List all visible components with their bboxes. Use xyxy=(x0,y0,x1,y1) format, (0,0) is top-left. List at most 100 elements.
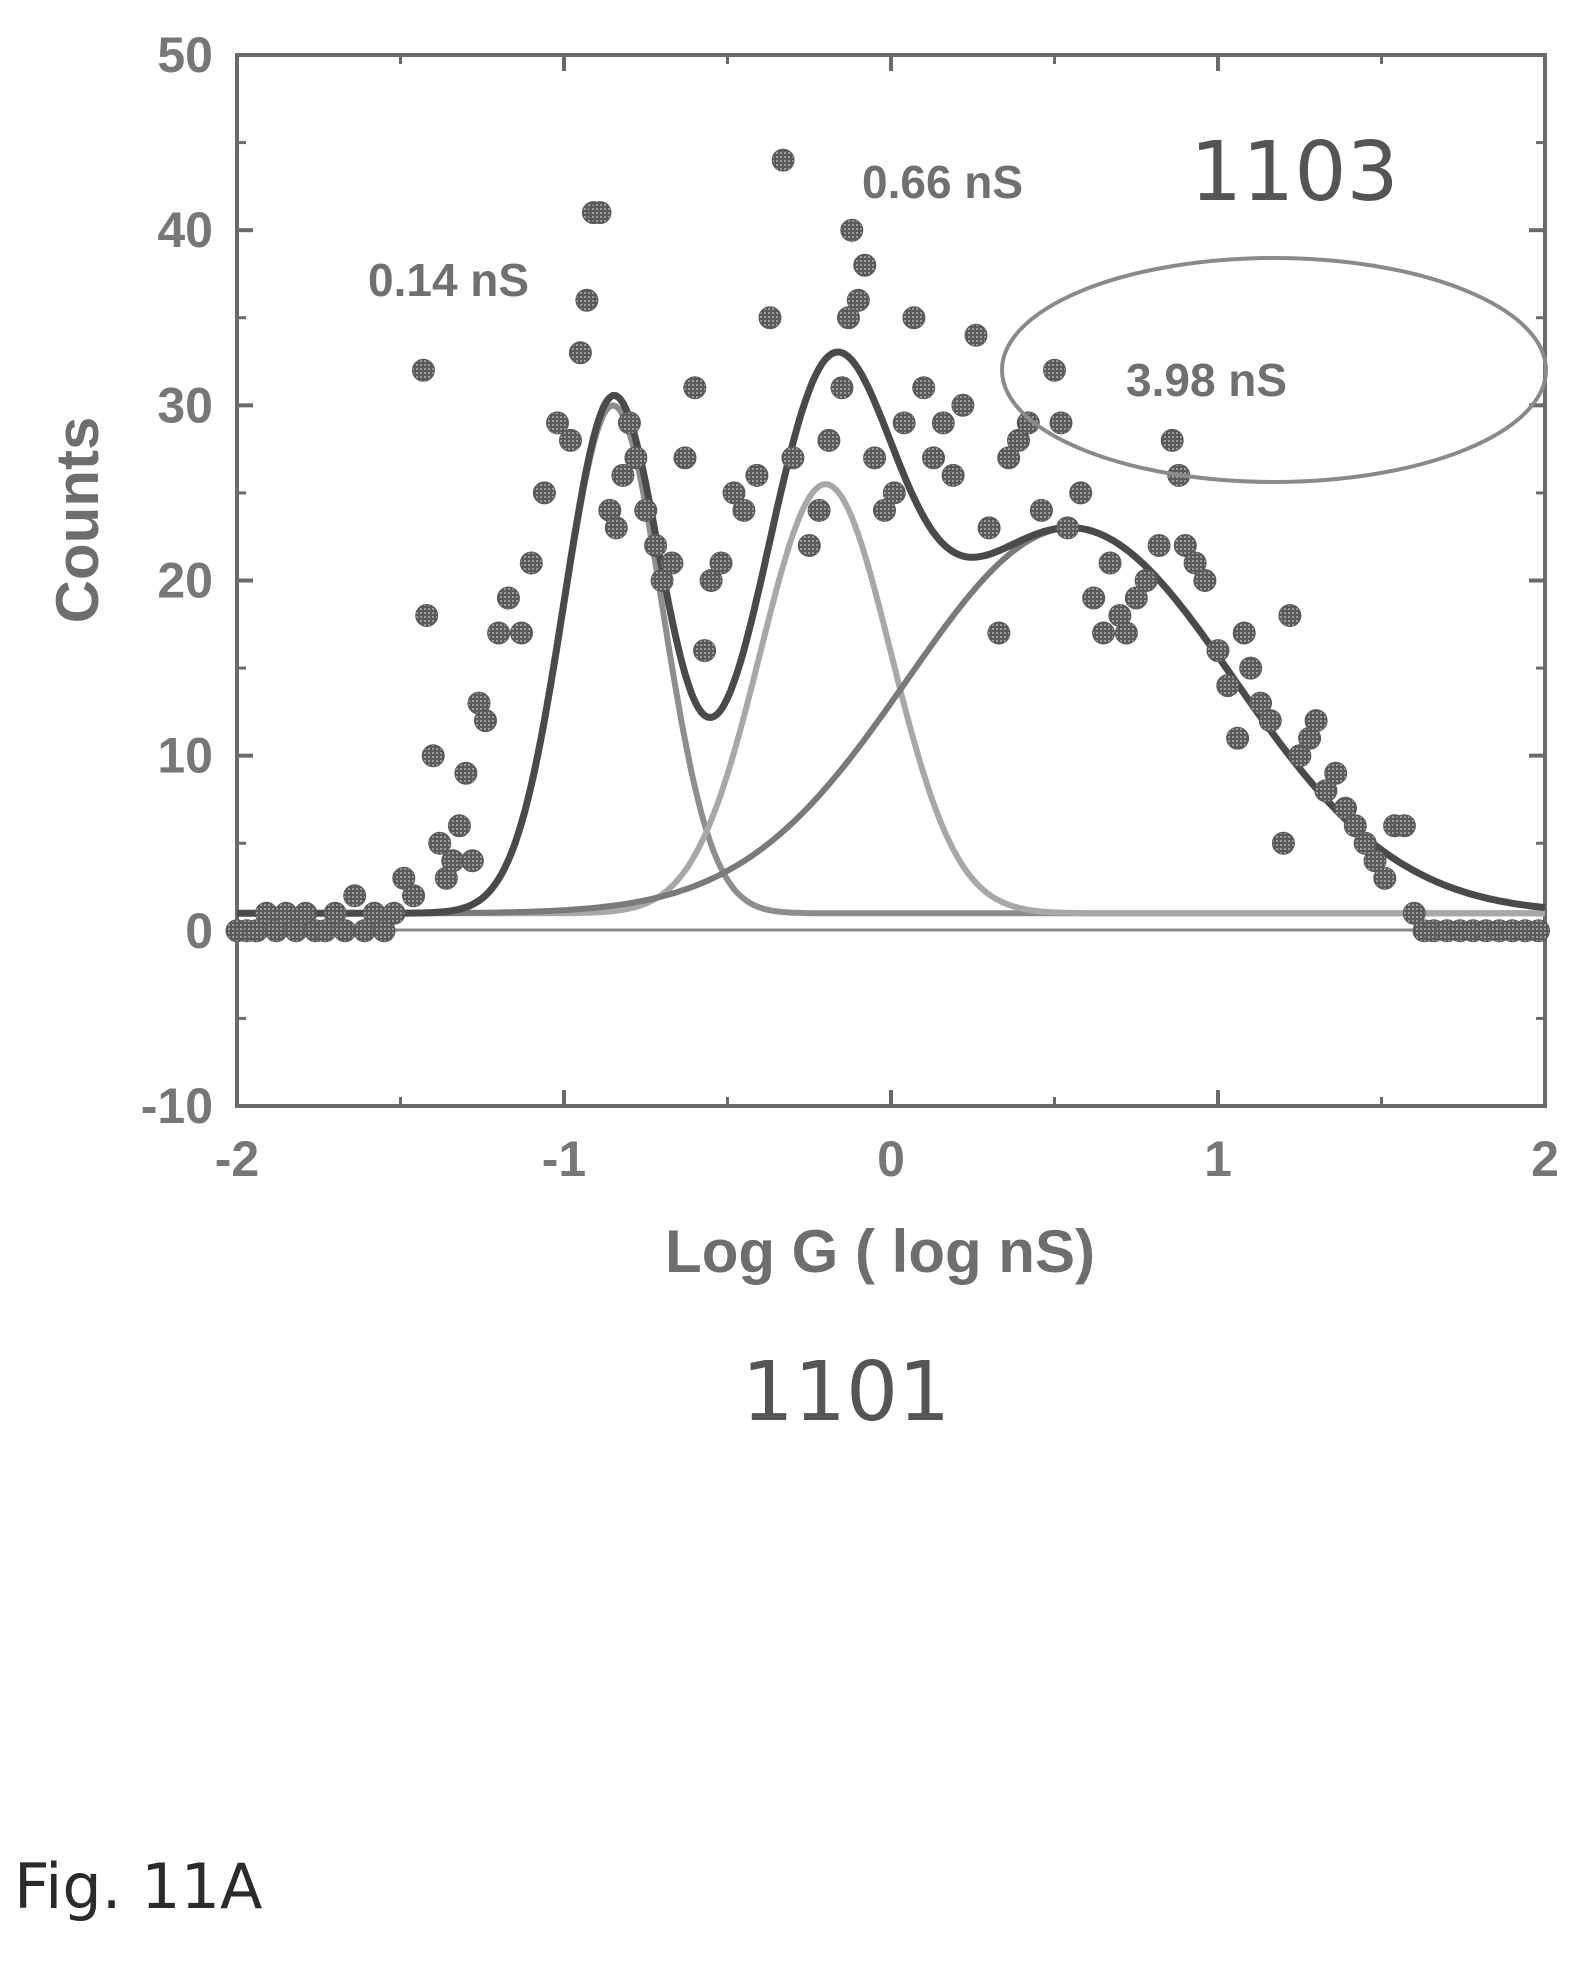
data-point xyxy=(722,481,746,505)
data-point xyxy=(693,639,717,663)
peak-label-3: 3.98 nS xyxy=(1126,354,1287,406)
data-point xyxy=(1043,358,1066,382)
data-point xyxy=(1288,744,1312,768)
data-point xyxy=(487,621,511,645)
data-point xyxy=(372,919,396,943)
data-point xyxy=(1249,691,1272,715)
data-point xyxy=(1160,428,1184,452)
data-point xyxy=(1007,428,1030,452)
data-point xyxy=(546,411,569,435)
data-point xyxy=(941,463,965,487)
data-point xyxy=(1334,796,1357,820)
y-tick-label: 40 xyxy=(157,202,213,258)
reference-numeral-1101: 1101 xyxy=(742,1345,951,1440)
data-point xyxy=(568,341,592,365)
data-point xyxy=(683,376,707,400)
data-point xyxy=(474,709,497,733)
data-point xyxy=(510,621,533,645)
data-point xyxy=(1343,814,1367,838)
data-point xyxy=(758,306,782,330)
peak-label-1: 0.14 nS xyxy=(368,254,529,306)
x-tick-label: -2 xyxy=(215,1131,259,1187)
peak-3-highlight-ellipse xyxy=(1000,256,1548,484)
fit-component-curve-3 xyxy=(237,524,1546,917)
data-point xyxy=(402,884,426,908)
data-point xyxy=(323,901,347,925)
x-tick-label: -1 xyxy=(542,1131,586,1187)
data-point xyxy=(902,306,926,330)
data-point xyxy=(559,428,582,452)
y-tick-label: 0 xyxy=(185,903,213,959)
data-point xyxy=(837,306,860,330)
data-point xyxy=(415,604,439,627)
data-point xyxy=(1363,849,1387,873)
data-point xyxy=(1232,621,1256,645)
data-point xyxy=(428,831,452,855)
y-tick-label: 10 xyxy=(157,728,213,784)
data-point xyxy=(807,498,831,522)
data-point xyxy=(853,253,877,277)
data-point xyxy=(1029,498,1053,522)
data-point xyxy=(892,411,916,435)
data-point xyxy=(931,411,955,435)
data-point xyxy=(951,393,975,417)
data-point xyxy=(771,148,795,172)
data-point xyxy=(1114,621,1138,645)
data-point xyxy=(732,498,756,522)
data-point xyxy=(604,516,628,540)
data-point xyxy=(650,569,674,592)
data-point xyxy=(575,288,599,312)
data-point xyxy=(797,534,821,557)
y-tick-label: 50 xyxy=(157,27,213,83)
data-point xyxy=(1124,586,1148,610)
data-point xyxy=(964,323,988,347)
data-point xyxy=(1183,551,1207,575)
data-point xyxy=(1527,919,1550,943)
data-point xyxy=(1314,779,1338,803)
data-point xyxy=(519,551,543,575)
data-point xyxy=(1147,534,1171,557)
data-point xyxy=(830,376,854,400)
data-points xyxy=(225,148,1550,943)
data-point xyxy=(392,866,416,890)
data-point xyxy=(1056,516,1080,540)
y-tick-label: 30 xyxy=(157,377,213,433)
data-point xyxy=(1239,656,1263,680)
data-point xyxy=(673,446,697,470)
data-point xyxy=(840,218,864,242)
data-point xyxy=(987,621,1011,645)
data-point xyxy=(1193,569,1217,592)
data-point xyxy=(817,428,841,452)
data-point xyxy=(611,463,635,487)
data-point xyxy=(1226,726,1250,750)
y-axis-title: Counts xyxy=(44,417,111,624)
data-point xyxy=(1134,569,1158,592)
data-point xyxy=(1373,866,1397,890)
data-point xyxy=(882,481,906,505)
data-point xyxy=(382,901,406,925)
data-point xyxy=(863,446,887,470)
data-point xyxy=(922,446,945,470)
data-point xyxy=(745,463,769,487)
data-point xyxy=(660,551,684,575)
data-point xyxy=(634,498,658,522)
reference-numeral-1103: 1103 xyxy=(1190,125,1399,220)
x-tick-label: 1 xyxy=(1204,1131,1232,1187)
y-tick-label: -10 xyxy=(141,1078,213,1134)
data-point xyxy=(454,761,478,785)
data-point xyxy=(1392,814,1416,838)
data-point xyxy=(709,551,733,575)
data-point xyxy=(873,498,896,522)
data-point xyxy=(912,376,936,400)
data-point xyxy=(1324,761,1348,785)
data-point xyxy=(1098,551,1122,575)
data-point xyxy=(617,411,641,435)
data-point xyxy=(1173,534,1197,557)
data-point xyxy=(1304,709,1328,733)
data-point xyxy=(1082,586,1106,610)
data-point xyxy=(447,814,471,838)
data-point xyxy=(333,919,357,943)
data-point xyxy=(343,884,367,908)
x-axis-title: Log G ( log nS) xyxy=(665,1218,1095,1285)
data-point xyxy=(1258,709,1282,733)
